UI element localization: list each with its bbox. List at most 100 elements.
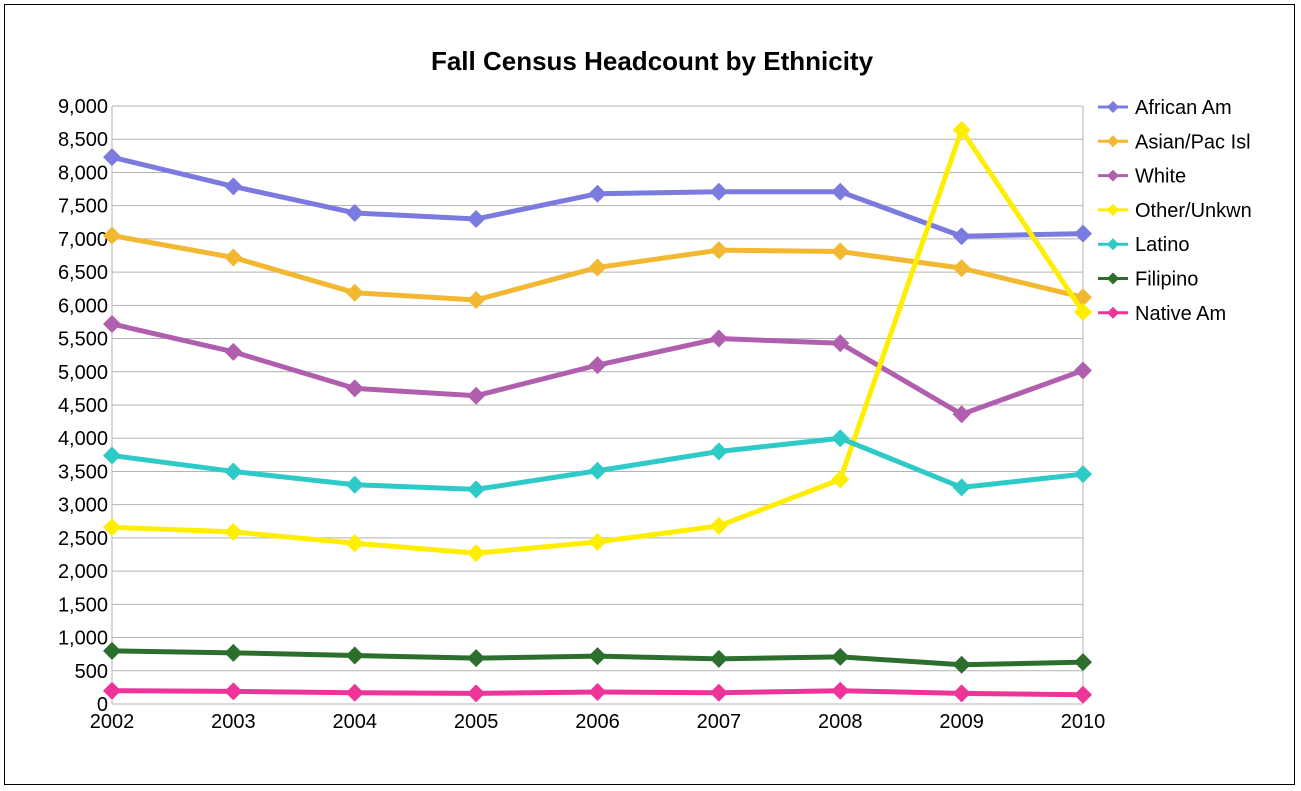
y-tick-label: 4,000 [58, 428, 108, 450]
legend-swatch-marker [1107, 135, 1119, 148]
legend-item: Filipino [1098, 269, 1198, 291]
y-tick-label: 6,000 [58, 295, 108, 317]
y-tick-label: 5,500 [58, 329, 108, 351]
data-point [588, 356, 607, 375]
data-point [345, 203, 364, 222]
data-point [831, 429, 850, 448]
data-point [103, 518, 121, 537]
series-2 [103, 314, 1092, 424]
data-point [224, 682, 243, 701]
x-tick-label: 2008 [818, 711, 863, 733]
legend-item: Native Am [1098, 303, 1226, 325]
data-point [1074, 361, 1092, 380]
data-point [103, 681, 121, 700]
data-point [952, 655, 971, 674]
data-point [224, 342, 243, 361]
y-tick-label: 5,000 [58, 362, 108, 384]
data-point [467, 386, 486, 405]
data-point [952, 684, 971, 703]
x-tick-label: 2009 [939, 711, 984, 733]
data-point [224, 462, 243, 481]
data-point [831, 470, 850, 489]
data-point [103, 314, 121, 333]
x-tick-label: 2004 [333, 711, 378, 733]
legend-label: Other/Unkwn [1135, 200, 1252, 222]
data-point [588, 258, 607, 277]
legend-swatch-marker [1107, 101, 1119, 113]
y-tick-label: 3,500 [58, 461, 108, 483]
series-lines [103, 120, 1092, 704]
data-point [467, 480, 486, 499]
legend-item: Latino [1098, 234, 1190, 256]
data-point [831, 242, 850, 261]
x-tick-label: 2005 [454, 711, 499, 733]
data-point [588, 184, 607, 203]
gridlines [111, 105, 1084, 705]
data-point [709, 649, 728, 668]
data-point [831, 182, 850, 201]
legend-label: Asian/Pac Isl [1135, 131, 1251, 153]
x-tick-label: 2006 [575, 711, 620, 733]
legend-swatch-marker [1107, 238, 1119, 251]
y-tick-label: 8,000 [58, 162, 108, 184]
legend-item: Asian/Pac Isl [1098, 131, 1251, 153]
data-point [345, 475, 364, 494]
data-point [588, 647, 607, 666]
data-point [103, 446, 121, 465]
series-5 [103, 641, 1092, 674]
legend-label: African Am [1135, 97, 1232, 119]
data-point [709, 442, 728, 461]
legend-swatch-marker [1107, 203, 1119, 216]
data-point [345, 646, 364, 665]
y-tick-label: 6,500 [58, 262, 108, 284]
legend-label: Latino [1135, 234, 1190, 256]
y-tick-label: 8,500 [58, 129, 108, 151]
data-point [952, 405, 971, 424]
data-point [345, 379, 364, 398]
y-tick-label: 3,000 [58, 495, 108, 517]
data-point [467, 209, 486, 228]
data-point [224, 177, 243, 196]
legend-swatch-marker [1107, 169, 1119, 182]
data-point [103, 641, 121, 660]
data-point [709, 683, 728, 702]
legend-item: African Am [1098, 97, 1232, 119]
y-tick-label: 7,500 [58, 196, 108, 218]
data-point [467, 684, 486, 703]
data-point [588, 683, 607, 702]
data-point [345, 283, 364, 302]
legend-swatch-marker [1107, 306, 1119, 319]
data-point [1074, 302, 1092, 321]
y-tick-label: 500 [75, 661, 108, 683]
x-tick-label: 2007 [697, 711, 742, 733]
y-tick-label: 0 [97, 694, 108, 716]
y-tick-label: 4,500 [58, 395, 108, 417]
x-axis-tick-labels: 2002 2003 2004 2005 2006 2007 2008 2009 2010 [90, 711, 1106, 733]
y-tick-label: 1,500 [58, 594, 108, 616]
data-point [709, 329, 728, 348]
data-point [467, 544, 486, 563]
data-point [952, 259, 971, 278]
y-tick-label: 7,000 [58, 229, 108, 251]
data-point [709, 182, 728, 201]
data-point [345, 534, 364, 553]
series-6 [103, 681, 1092, 704]
data-point [1074, 465, 1092, 484]
data-point [1074, 224, 1092, 243]
data-point [952, 227, 971, 246]
data-point [224, 643, 243, 662]
legend-label: White [1135, 166, 1186, 188]
data-point [588, 461, 607, 480]
data-point [224, 522, 243, 541]
data-point [103, 226, 121, 245]
data-point [1074, 653, 1092, 672]
legend-label: Filipino [1135, 269, 1198, 291]
y-tick-label: 1,000 [58, 628, 108, 650]
data-point [952, 120, 971, 139]
chart-title: Fall Census Headcount by Ethnicity [431, 46, 874, 76]
y-tick-label: 2,000 [58, 561, 108, 583]
legend: African Am Asian/Pac Isl White Other/Unkwn L… [1098, 97, 1252, 325]
y-axis-tick-labels: 0 500 1,000 1,500 2,000 2,500 3,000 3,500 4,000 4… [58, 96, 108, 716]
data-point [224, 248, 243, 267]
